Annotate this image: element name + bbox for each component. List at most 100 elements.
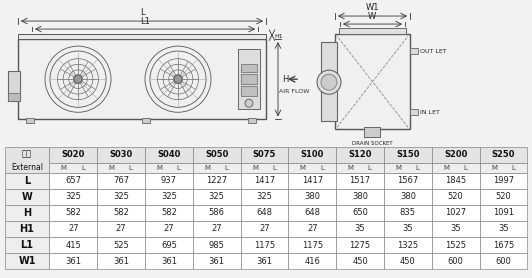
- Bar: [410, 48, 418, 54]
- Bar: [145, 237, 193, 253]
- Text: 450: 450: [400, 257, 415, 266]
- Text: 695: 695: [161, 240, 177, 250]
- Bar: [145, 173, 193, 189]
- Text: 600: 600: [448, 257, 463, 266]
- Text: 361: 361: [161, 257, 177, 266]
- Text: 1845: 1845: [445, 176, 466, 185]
- Text: M: M: [395, 165, 401, 171]
- Text: H: H: [282, 75, 288, 84]
- Bar: [479, 173, 527, 189]
- Text: 35: 35: [403, 225, 413, 234]
- Text: W1: W1: [365, 3, 379, 12]
- Bar: [384, 221, 432, 237]
- Text: 1525: 1525: [445, 240, 466, 250]
- Text: 1517: 1517: [350, 176, 371, 185]
- Text: S150: S150: [396, 150, 420, 159]
- Bar: [432, 163, 479, 173]
- Bar: [193, 253, 240, 269]
- Text: L1: L1: [21, 240, 34, 250]
- Text: 27: 27: [211, 225, 222, 234]
- Text: 520: 520: [496, 192, 511, 201]
- Bar: [97, 163, 145, 173]
- Bar: [18, 34, 266, 39]
- Bar: [5, 205, 49, 221]
- Text: 1325: 1325: [397, 240, 419, 250]
- Text: M: M: [300, 165, 306, 171]
- Bar: [336, 163, 384, 173]
- Text: 27: 27: [259, 225, 270, 234]
- Bar: [288, 189, 336, 205]
- Bar: [336, 205, 384, 221]
- Text: 525: 525: [113, 240, 129, 250]
- Text: H1: H1: [274, 34, 282, 39]
- Bar: [5, 189, 49, 205]
- Text: S100: S100: [301, 150, 324, 159]
- Text: 1175: 1175: [302, 240, 323, 250]
- Bar: [384, 253, 432, 269]
- Bar: [241, 74, 257, 84]
- Text: DRAIN SOCKET: DRAIN SOCKET: [352, 141, 392, 146]
- Text: L: L: [368, 165, 371, 171]
- Text: M: M: [61, 165, 66, 171]
- Text: S075: S075: [253, 150, 276, 159]
- Text: H1: H1: [20, 224, 35, 234]
- Text: 1675: 1675: [493, 240, 514, 250]
- Text: L: L: [463, 165, 467, 171]
- Circle shape: [321, 74, 337, 90]
- Bar: [240, 237, 288, 253]
- Text: IN LET: IN LET: [420, 110, 440, 115]
- Bar: [97, 237, 145, 253]
- Text: 835: 835: [400, 208, 416, 217]
- Bar: [384, 237, 432, 253]
- Text: M: M: [347, 165, 353, 171]
- Bar: [193, 189, 240, 205]
- Text: 325: 325: [256, 192, 272, 201]
- Bar: [288, 173, 336, 189]
- Text: 361: 361: [113, 257, 129, 266]
- Text: M: M: [156, 165, 162, 171]
- Text: L: L: [415, 165, 419, 171]
- Text: H: H: [23, 208, 31, 218]
- Bar: [384, 163, 432, 173]
- Text: 648: 648: [256, 208, 272, 217]
- Bar: [97, 189, 145, 205]
- Text: S040: S040: [157, 150, 180, 159]
- Bar: [432, 173, 479, 189]
- Bar: [384, 147, 432, 163]
- Bar: [97, 205, 145, 221]
- Bar: [5, 221, 49, 237]
- Bar: [339, 28, 406, 34]
- Bar: [240, 205, 288, 221]
- Bar: [240, 189, 288, 205]
- Text: 767: 767: [113, 176, 129, 185]
- Text: 1091: 1091: [493, 208, 514, 217]
- Circle shape: [245, 99, 253, 107]
- Bar: [384, 173, 432, 189]
- Bar: [97, 221, 145, 237]
- Bar: [8, 71, 20, 101]
- Bar: [49, 205, 97, 221]
- Bar: [49, 147, 97, 163]
- Bar: [288, 163, 336, 173]
- Circle shape: [174, 75, 182, 83]
- Text: 380: 380: [400, 192, 416, 201]
- Text: 586: 586: [209, 208, 225, 217]
- Text: L: L: [140, 8, 144, 17]
- Bar: [288, 253, 336, 269]
- Bar: [49, 253, 97, 269]
- Text: 582: 582: [113, 208, 129, 217]
- Bar: [97, 253, 145, 269]
- Bar: [479, 147, 527, 163]
- Text: M: M: [491, 165, 497, 171]
- Text: W: W: [22, 192, 32, 202]
- Text: 361: 361: [256, 257, 272, 266]
- Text: 1417: 1417: [302, 176, 323, 185]
- Bar: [5, 237, 49, 253]
- Bar: [364, 127, 380, 137]
- Bar: [97, 173, 145, 189]
- Bar: [8, 93, 20, 101]
- Text: 325: 325: [65, 192, 81, 201]
- Text: 27: 27: [163, 225, 174, 234]
- Bar: [336, 237, 384, 253]
- Text: 648: 648: [304, 208, 320, 217]
